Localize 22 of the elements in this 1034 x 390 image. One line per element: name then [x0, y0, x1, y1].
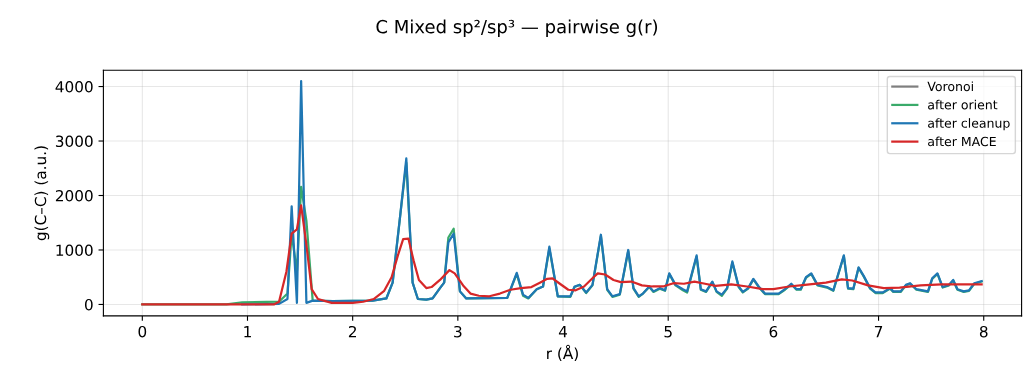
x-tick-label: 5 [664, 326, 672, 338]
x-tick-label: 6 [769, 325, 778, 338]
legend-label: after cleanup [928, 118, 1010, 131]
y-tick-label: 4000 [55, 81, 93, 93]
x-tick-label: 2 [348, 325, 356, 338]
x-tick-label: 4 [558, 326, 568, 338]
legend-label: Voronoi [927, 81, 973, 92]
y-tick-label: 0 [84, 298, 93, 311]
y-tick-label: 3000 [55, 135, 93, 148]
x-tick-label: 3 [454, 325, 462, 338]
x-tick-label: 1 [244, 326, 251, 338]
y-axis-title: g(C–C) (a.u.) [34, 146, 50, 241]
x-tick-label: 0 [138, 325, 147, 338]
legend-label: after MACE [928, 136, 996, 147]
x-tick-label: 8 [979, 325, 988, 338]
y-tick-label: 1000 [56, 244, 93, 256]
chart-title: C Mixed sp²/sp³ — pairwise g(r) [376, 19, 658, 37]
x-tick-label: 7 [874, 326, 883, 338]
line-series [141, 204, 983, 306]
x-axis-title: r (Å) [547, 344, 578, 361]
legend-label: after orient [928, 99, 998, 110]
y-tick-label: 2000 [55, 189, 93, 202]
